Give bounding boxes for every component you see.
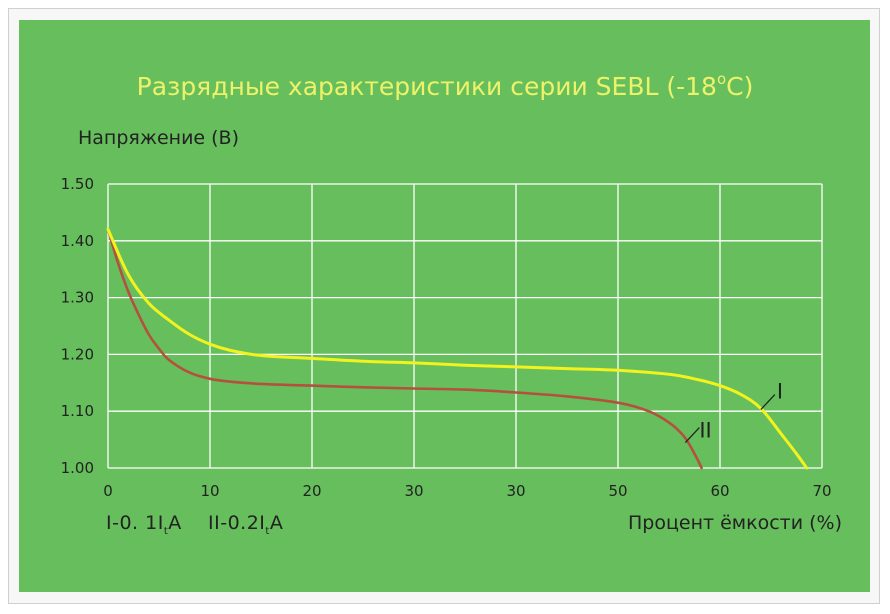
series-label-ii: II — [699, 419, 711, 443]
chart-panel — [19, 20, 870, 592]
legend-note-I: I-0. 1ItA — [106, 512, 182, 537]
x-axis-label: Процент ёмкости (%) — [627, 512, 842, 534]
x-tick-label: 10 — [200, 482, 219, 500]
series-label-layer: III — [684, 380, 783, 444]
legend-note-II-sub: t — [265, 525, 270, 537]
legend-note-II-prefix: II-0.2I — [208, 512, 266, 534]
grid-layer — [107, 183, 823, 469]
x-tick-label: 20 — [302, 482, 321, 500]
x-tick-label: 70 — [812, 482, 831, 500]
legend-note-I-suffix: A — [168, 512, 182, 534]
y-tick-label: 1.50 — [61, 175, 94, 193]
series-line-i — [106, 227, 809, 470]
series-label-i: I — [777, 380, 783, 404]
x-tick-label: 50 — [608, 482, 627, 500]
y-tick-label: 1.00 — [61, 459, 94, 477]
chart-title-degree: o — [716, 70, 727, 88]
x-tick-label: 30 — [404, 482, 423, 500]
y-tick-label: 1.30 — [61, 289, 94, 307]
y-tick-label: 1.20 — [61, 345, 94, 363]
tick-layer: 0 10 20 30 30 50 60 70 1.00 1.10 1.20 1.30 1.40 1.50 — [61, 175, 832, 500]
series-line-ii — [106, 228, 703, 470]
chart-title: Разрядные характеристики серии SEBL (-18… — [0, 70, 890, 101]
legend-note-I-prefix: I-0. 1I — [106, 512, 164, 534]
x-tick-label: 0 — [103, 482, 113, 500]
legend-note-II-suffix: A — [269, 512, 284, 534]
y-tick-label: 1.10 — [61, 402, 94, 420]
series-layer — [106, 227, 809, 470]
x-tick-label: 60 — [710, 482, 729, 500]
chart-title-tail: C) — [726, 72, 754, 101]
series-label-leader-i — [760, 394, 776, 410]
chart-title-main: Разрядные характеристики серии SEBL (-18 — [136, 72, 717, 101]
y-axis-label: Напряжение (В) — [78, 127, 240, 149]
legend-note-I-sub: t — [163, 525, 169, 537]
legend-note-II: II-0.2ItA — [208, 512, 283, 537]
series-label-leader-ii — [684, 427, 700, 444]
y-tick-label: 1.40 — [61, 232, 94, 250]
x-tick-label: 30 — [506, 482, 525, 500]
